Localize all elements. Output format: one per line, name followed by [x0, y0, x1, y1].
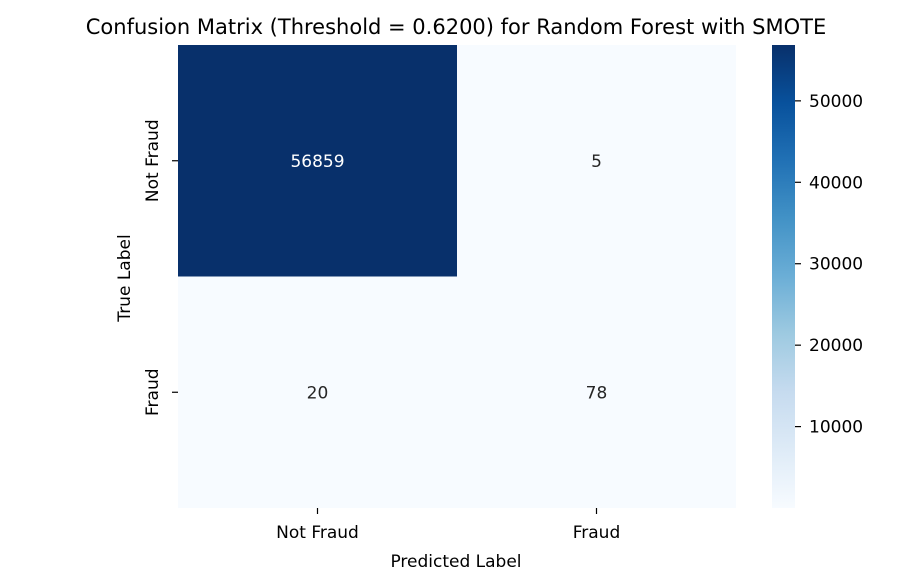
heatmap-cell [178, 45, 457, 277]
colorbar-tick-label: 50000 [809, 92, 863, 112]
y-axis-ticks: Not Fraud Fraud [143, 119, 178, 416]
x-tick-label: Not Fraud [276, 523, 359, 543]
heatmap-cells [178, 45, 736, 508]
heatmap-cell-labels: 56859 5 20 78 [290, 152, 607, 404]
x-tick-label: Fraud [573, 523, 621, 543]
colorbar-tick-label: 40000 [809, 173, 863, 193]
chart-title: Confusion Matrix (Threshold = 0.6200) fo… [86, 15, 827, 39]
colorbar-tick-label: 30000 [809, 255, 863, 275]
cell-value-label: 56859 [290, 152, 344, 172]
cell-value-label: 78 [586, 383, 608, 403]
x-axis-label: Predicted Label [390, 552, 521, 572]
heatmap-cell [457, 276, 736, 508]
cell-value-label: 5 [591, 152, 602, 172]
y-tick-label: Fraud [143, 368, 163, 416]
x-axis-ticks: Not Fraud Fraud [276, 508, 620, 543]
colorbar-tick-label: 10000 [809, 418, 863, 438]
colorbar [772, 45, 795, 508]
y-tick-label: Not Fraud [143, 119, 163, 202]
heatmap-cell [457, 45, 736, 277]
colorbar-tick-label: 20000 [809, 336, 863, 356]
y-axis-label: True Label [115, 234, 135, 322]
cell-value-label: 20 [307, 383, 329, 403]
colorbar-ticks: 10000 20000 30000 40000 50000 [795, 92, 863, 438]
heatmap-cell [178, 276, 457, 508]
